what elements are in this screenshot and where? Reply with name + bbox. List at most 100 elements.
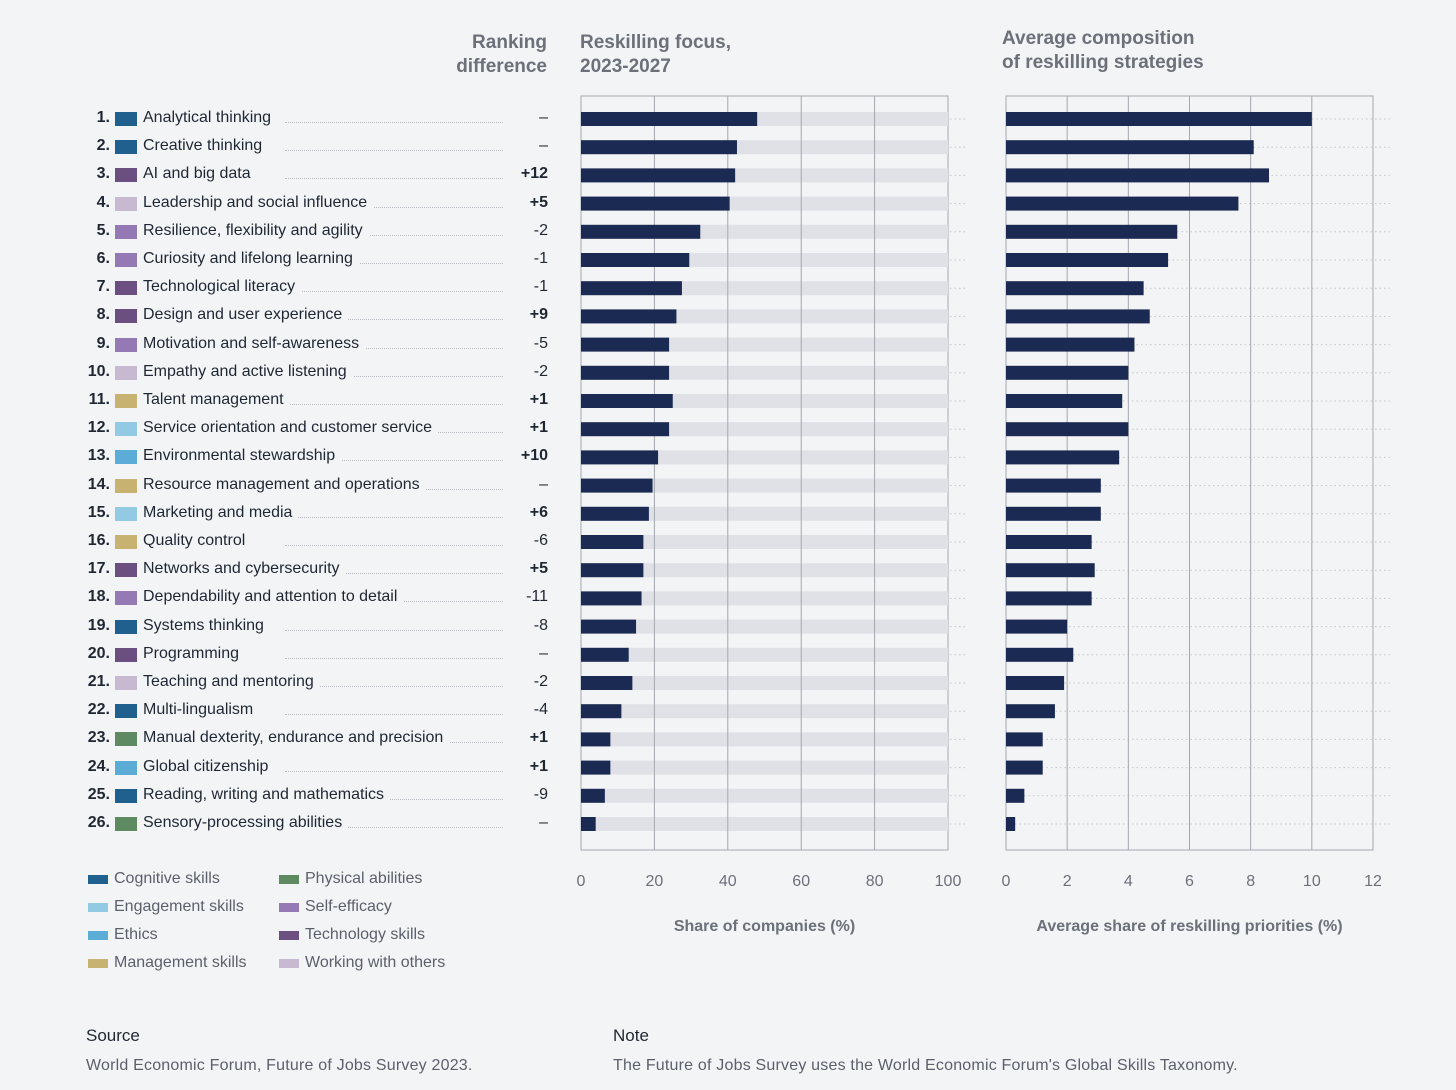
leader-dots <box>285 291 503 293</box>
legend-swatch <box>279 903 299 912</box>
ranking-difference: -9 <box>533 785 548 803</box>
category-swatch <box>115 760 137 775</box>
rank-number: 4. <box>96 193 110 211</box>
ranking-difference: +1 <box>529 391 548 408</box>
category-swatch <box>115 478 137 493</box>
category-swatch <box>115 224 137 239</box>
bar <box>581 253 690 267</box>
bar <box>581 140 737 155</box>
ranking-difference-header: Ranking difference <box>456 31 547 79</box>
skill-name: Manual dexterity, endurance and precisio… <box>143 729 450 748</box>
leader-dots <box>285 827 503 828</box>
bar <box>1006 337 1135 352</box>
ranking-difference: +1 <box>529 419 548 437</box>
leader-dots <box>285 375 503 377</box>
bar-track <box>581 591 948 606</box>
ranking-difference: +12 <box>520 165 548 183</box>
bar <box>1006 394 1123 408</box>
ranking-difference: -2 <box>533 221 548 239</box>
category-swatch <box>115 506 137 521</box>
category-swatch <box>115 394 137 408</box>
leader-dots <box>285 686 503 687</box>
leader-dots <box>285 263 503 264</box>
bar-track <box>581 535 948 549</box>
leader-dots <box>285 150 503 152</box>
rank-number: 9. <box>96 334 110 352</box>
rank-number: 23. <box>87 729 110 747</box>
category-swatch <box>115 732 137 747</box>
bar <box>1006 563 1095 578</box>
leader-dots <box>285 206 503 208</box>
skill-name: Sensory-processing abilities <box>143 814 349 832</box>
ranking-difference: -6 <box>533 532 548 549</box>
axis-label: Share of companies (%) <box>674 918 855 935</box>
ranking-difference: -2 <box>533 673 548 690</box>
bar <box>1006 112 1312 126</box>
bar <box>1006 535 1092 549</box>
ranking-difference: – <box>539 137 548 155</box>
bar <box>581 619 637 634</box>
axis-label: Average share of reskilling priorities (… <box>1036 918 1342 935</box>
bar <box>581 506 649 521</box>
skill-name: Empathy and active listening <box>143 362 353 381</box>
rank-number: 13. <box>87 447 110 465</box>
leader-dots <box>285 347 503 349</box>
source-text: World Economic Forum, Future of Jobs Sur… <box>86 1057 473 1074</box>
tick-label: 10 <box>1303 873 1321 890</box>
rank-number: 1. <box>96 109 110 126</box>
tick-label: 6 <box>1185 873 1194 890</box>
skill-name: Technological literacy <box>143 278 302 297</box>
rank-number: 18. <box>87 588 110 606</box>
skill-name: Resource management and operations <box>143 475 426 494</box>
bar <box>1006 506 1101 521</box>
ranking-difference: +1 <box>529 757 548 775</box>
leader-dots <box>285 122 503 123</box>
tick-label: 2 <box>1063 873 1072 890</box>
bar <box>1006 732 1043 747</box>
bar-track <box>581 647 948 662</box>
bar-track <box>581 817 948 831</box>
ranking-difference: -11 <box>526 588 548 606</box>
rank-number: 11. <box>88 391 110 408</box>
bar <box>581 591 642 606</box>
bar-track <box>581 365 948 380</box>
tick-label: 0 <box>577 873 586 890</box>
bar <box>581 788 605 803</box>
leader-dots <box>285 770 503 772</box>
skill-name: Curiosity and lifelong learning <box>143 250 359 268</box>
leader-dots <box>285 714 503 716</box>
bar <box>1006 224 1178 239</box>
ranking-difference: – <box>539 109 548 126</box>
bar <box>581 168 736 183</box>
bar <box>1006 676 1065 690</box>
skill-name: Analytical thinking <box>143 109 278 127</box>
bar <box>581 281 682 296</box>
legend-label: Working with others <box>305 954 446 971</box>
rank-number: 17. <box>87 560 110 578</box>
bar-track <box>581 676 948 690</box>
ranking-difference: -1 <box>533 278 548 296</box>
tick-label: 80 <box>866 873 884 890</box>
bar <box>1006 760 1043 775</box>
leader-dots <box>285 234 503 236</box>
category-swatch <box>115 196 137 211</box>
header-line: Average composition <box>1002 28 1195 49</box>
bar <box>1006 196 1239 211</box>
skill-name: Systems thinking <box>143 616 270 635</box>
rank-number: 10. <box>87 362 110 380</box>
rank-number: 21. <box>87 673 110 690</box>
category-swatch <box>115 817 137 831</box>
tick-label: 12 <box>1364 873 1382 890</box>
bar <box>581 676 633 690</box>
header-line: difference <box>456 56 547 77</box>
leader-dots <box>285 657 503 659</box>
bar-track <box>581 619 948 634</box>
rank-number: 20. <box>87 644 110 662</box>
rank-number: 25. <box>87 785 110 803</box>
bar <box>1006 478 1101 493</box>
bar-track <box>581 704 948 719</box>
source-heading: Source <box>86 1026 140 1045</box>
bar-track <box>581 563 948 578</box>
legend-swatch <box>88 875 108 884</box>
plot-frame <box>580 95 949 851</box>
